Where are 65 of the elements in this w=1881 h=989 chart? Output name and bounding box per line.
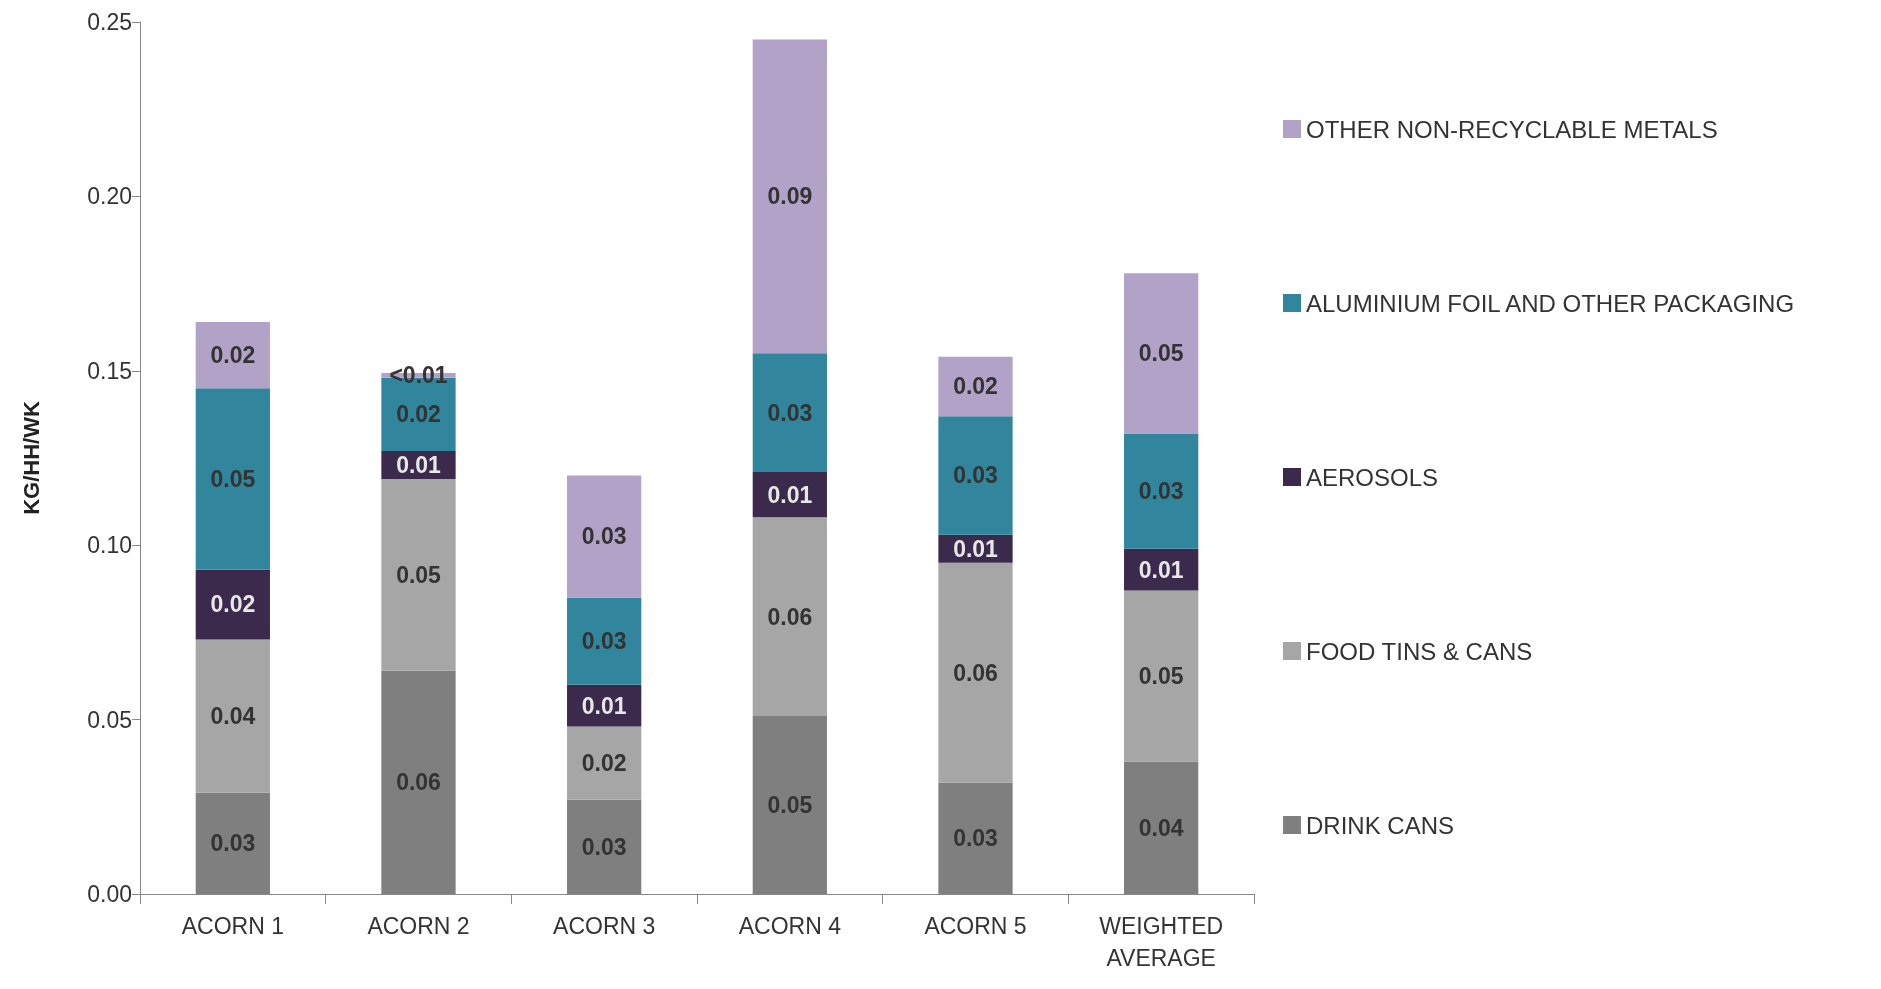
legend-label: FOOD TINS & CANS bbox=[1306, 637, 1533, 665]
data-label: 0.05 bbox=[1138, 663, 1184, 689]
data-label: 0.03 bbox=[581, 628, 627, 655]
y-tick-label: 0.15 bbox=[87, 357, 132, 384]
bar bbox=[752, 39, 827, 354]
legend-label: DRINK CANS bbox=[1306, 811, 1455, 839]
bar bbox=[938, 416, 1013, 535]
legend-label: AEROSOLS bbox=[1306, 463, 1439, 491]
data-label: 0.03 bbox=[953, 462, 998, 489]
data-label: 0.05 bbox=[767, 792, 813, 819]
data-label: <0.01 bbox=[389, 362, 448, 389]
data-label: 0.05 bbox=[396, 561, 442, 588]
data-label: 0.01 bbox=[581, 692, 627, 719]
bar bbox=[938, 356, 1013, 417]
x-tick-label: WEIGHTED AVERAGE bbox=[1099, 913, 1224, 971]
legend-label: ALUMINIUM FOIL AND OTHER PACKAGING bbox=[1306, 289, 1795, 317]
data-label: 0.03 bbox=[210, 830, 256, 857]
data-label: 0.03 bbox=[953, 825, 998, 852]
y-tick-label: 0.25 bbox=[87, 9, 132, 35]
bar bbox=[195, 321, 270, 389]
data-label: 0.01 bbox=[1138, 556, 1184, 583]
data-label: 0.04 bbox=[210, 703, 256, 730]
bar bbox=[1124, 273, 1199, 434]
data-label: 0.01 bbox=[953, 535, 999, 562]
data-label: 0.02 bbox=[953, 373, 998, 400]
data-label: 0.01 bbox=[396, 451, 442, 478]
bar bbox=[1124, 433, 1199, 549]
bar bbox=[381, 478, 456, 671]
legend-label: OTHER NON-RECYCLABLE METALS bbox=[1306, 115, 1718, 143]
x-tick-label: ACORN 1 bbox=[181, 913, 284, 939]
data-label: 0.01 bbox=[767, 481, 813, 508]
data-label: 0.03 bbox=[581, 523, 627, 550]
data-label: 0.06 bbox=[767, 603, 813, 630]
y-tick-label: 0.00 bbox=[87, 881, 132, 907]
data-label: 0.05 bbox=[210, 465, 256, 492]
data-label: 0.09 bbox=[767, 183, 813, 210]
y-tick-label: 0.20 bbox=[87, 183, 132, 210]
bar bbox=[567, 726, 642, 800]
data-label: 0.03 bbox=[767, 399, 813, 426]
bar bbox=[938, 562, 1013, 783]
bar bbox=[752, 517, 827, 717]
data-label: 0.06 bbox=[953, 659, 998, 686]
x-tick-label: ACORN 2 bbox=[367, 913, 470, 939]
bar bbox=[752, 353, 827, 472]
bar bbox=[567, 597, 642, 685]
bar bbox=[195, 388, 270, 570]
bar bbox=[195, 639, 270, 793]
y-tick-label: 0.05 bbox=[87, 706, 132, 733]
bar bbox=[195, 569, 270, 640]
y-axis-title: KG/HH/WK bbox=[18, 401, 44, 515]
data-label: 0.02 bbox=[210, 342, 256, 369]
bar bbox=[1124, 590, 1199, 762]
data-label: 0.04 bbox=[1138, 814, 1184, 841]
data-label: 0.02 bbox=[210, 591, 256, 618]
x-tick-label: ACORN 4 bbox=[738, 913, 842, 939]
x-tick-label: ACORN 3 bbox=[553, 913, 656, 939]
bar bbox=[567, 475, 642, 598]
data-label: 0.02 bbox=[581, 750, 627, 777]
data-label: 0.03 bbox=[1138, 478, 1184, 505]
x-tick-label: ACORN 5 bbox=[924, 913, 1027, 939]
data-label: 0.02 bbox=[396, 401, 441, 428]
y-tick-label: 0.10 bbox=[87, 532, 132, 559]
data-label: 0.06 bbox=[396, 769, 441, 796]
data-label: 0.03 bbox=[581, 833, 627, 860]
data-label: 0.05 bbox=[1138, 340, 1184, 367]
